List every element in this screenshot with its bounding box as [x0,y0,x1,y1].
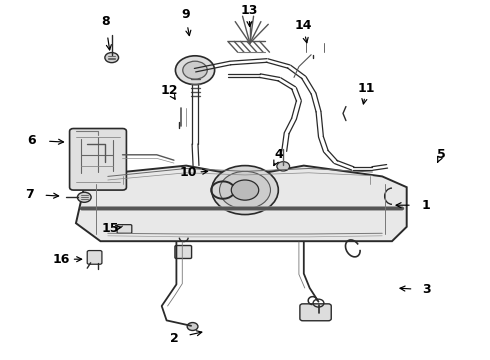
Circle shape [231,180,259,200]
Text: 10: 10 [180,166,197,179]
Text: 12: 12 [160,84,178,96]
Text: 3: 3 [422,283,431,296]
Circle shape [187,323,198,330]
Text: 7: 7 [25,188,34,201]
Text: 4: 4 [275,148,284,161]
Text: 8: 8 [101,15,110,28]
Text: 11: 11 [358,82,375,95]
Text: 6: 6 [27,134,36,147]
FancyBboxPatch shape [175,246,192,258]
Circle shape [175,56,215,85]
Text: 1: 1 [422,199,431,212]
FancyBboxPatch shape [70,129,126,190]
FancyBboxPatch shape [117,225,132,233]
Circle shape [277,162,290,171]
Circle shape [105,53,119,63]
Text: 13: 13 [240,4,258,17]
Polygon shape [76,166,407,241]
Text: 5: 5 [437,148,445,161]
FancyBboxPatch shape [300,304,331,321]
Text: 9: 9 [181,8,190,21]
Circle shape [212,166,278,215]
Text: 2: 2 [170,332,178,345]
Circle shape [183,61,207,79]
Text: 14: 14 [294,19,312,32]
FancyBboxPatch shape [87,251,102,264]
Circle shape [77,192,91,202]
Text: 15: 15 [101,222,119,235]
Circle shape [220,171,270,209]
Text: 16: 16 [52,253,70,266]
